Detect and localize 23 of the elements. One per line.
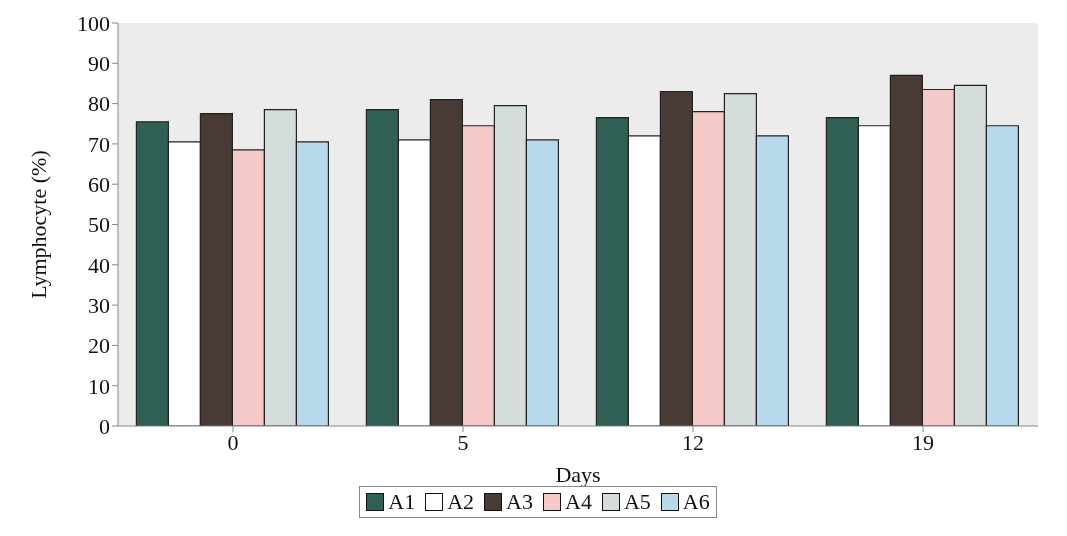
y-tick-label: 40: [88, 252, 110, 278]
y-tick-label: 20: [88, 333, 110, 359]
y-axis-title: Lymphocyte (%): [25, 150, 51, 299]
legend-label: A2: [447, 489, 475, 515]
y-tick-label: 60: [88, 172, 110, 198]
x-axis-title: Days: [555, 462, 601, 487]
legend-label: A1: [388, 489, 416, 515]
legend-label: A5: [623, 489, 651, 515]
y-tick-label: 80: [88, 91, 110, 117]
y-tick-label: 30: [88, 292, 110, 318]
legend-label: A3: [506, 489, 533, 515]
x-tick-label: 5: [457, 429, 469, 455]
legend-label: A4: [565, 489, 592, 515]
x-tick-label: 12: [682, 429, 704, 455]
y-tick-label: 10: [88, 373, 110, 399]
y-tick-label: 90: [88, 51, 110, 77]
x-tick-label: 19: [912, 429, 934, 455]
x-tick-label: 0: [227, 429, 239, 455]
y-tick-label: 0: [99, 413, 110, 439]
legend-label: A6: [682, 489, 710, 515]
y-tick-label: 70: [88, 131, 110, 157]
y-tick-label: 50: [88, 212, 110, 238]
y-tick-label: 100: [77, 10, 110, 36]
